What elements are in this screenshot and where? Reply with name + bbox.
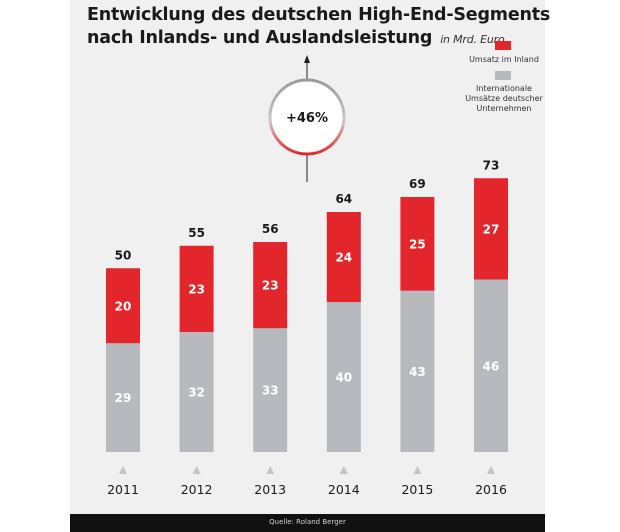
year-marker-2016: [487, 466, 495, 474]
bar-inland-2016: [474, 178, 508, 280]
value-label-international-2013: 33: [262, 384, 279, 398]
growth-badge: [268, 78, 346, 156]
value-label-international-2014: 40: [335, 371, 352, 385]
chart-title: Entwicklung des deutschen High-End-Segme…: [87, 5, 551, 25]
legend-label-international-line-1: Internationale: [476, 84, 532, 93]
value-label-international-2012: 32: [188, 386, 205, 400]
bar-inland-2012: [179, 245, 214, 332]
footer-bar: Quelle: Roland Berger: [70, 514, 545, 532]
value-label-inland-2012: 23: [188, 282, 205, 296]
value-label-inland-2015: 25: [409, 237, 426, 251]
chart-title-line2-text: nach Inlands- und Auslandsleistung: [87, 28, 433, 48]
bar-inland-2013: [253, 242, 288, 329]
value-label-inland-2014: 24: [335, 251, 352, 265]
bar-international-2014: [326, 302, 361, 452]
source-note: Quelle: Roland Berger: [269, 518, 346, 526]
value-label-international-2011: 29: [115, 391, 132, 405]
legend-label-inland: Umsatz im Inland: [469, 55, 539, 64]
x-tick-label-2011: 2011: [107, 482, 139, 497]
bar-international-2016: [474, 279, 508, 452]
total-label-2016: 73: [483, 158, 500, 172]
growth-arrow-head: [304, 55, 310, 63]
year-marker-2011: [119, 466, 127, 474]
total-label-2013: 56: [262, 222, 279, 236]
legend-swatch-inland: [495, 41, 511, 50]
total-label-2015: 69: [409, 177, 426, 191]
value-label-inland-2016: 27: [483, 222, 500, 236]
bar-international-2011: [106, 343, 140, 452]
x-tick-label-2012: 2012: [181, 482, 213, 497]
value-label-international-2016: 46: [483, 359, 500, 373]
legend-label-international-line-3: Unternehmen: [476, 104, 532, 113]
x-tick-label-2016: 2016: [475, 482, 507, 497]
year-marker-2014: [339, 466, 348, 474]
chart-title-line2: nach Inlands- und Auslandsleistung in Mrd…: [87, 28, 505, 48]
bar-international-2013: [253, 328, 288, 452]
chart-plot: +46% 29 20 50 2011 32 23 55 2012 33 23 56 2013 40 24 6…: [106, 55, 508, 497]
total-label-2014: 64: [335, 192, 352, 206]
bar-inland-2011: [106, 268, 140, 344]
legend-label-international-line-2: Umsätze deutscher: [465, 94, 543, 103]
value-label-international-2015: 43: [409, 365, 426, 379]
value-label-inland-2013: 23: [262, 279, 279, 293]
bar-international-2012: [179, 332, 214, 452]
year-marker-2012: [192, 466, 201, 474]
bar-inland-2015: [400, 197, 435, 291]
x-tick-label-2014: 2014: [328, 482, 360, 497]
total-label-2012: 55: [188, 226, 205, 240]
bar-group: 29 20 50 2011 32 23 55 2012 33 23 56 2013 40 24 64 2014…: [106, 158, 508, 497]
value-label-inland-2011: 20: [115, 299, 132, 313]
bar-inland-2014: [326, 212, 361, 302]
legend-label-international: Internationale Umsätze deutscher Unterne…: [458, 84, 550, 114]
year-marker-2015: [413, 466, 422, 474]
unit-label: in Mrd. Euro: [440, 33, 505, 46]
legend-swatch-international: [495, 71, 511, 80]
x-tick-label-2013: 2013: [254, 482, 286, 497]
bar-international-2015: [400, 290, 435, 452]
year-marker-2013: [266, 466, 275, 474]
x-tick-label-2015: 2015: [401, 482, 433, 497]
growth-annotation: +46%: [286, 111, 328, 126]
total-label-2011: 50: [115, 248, 132, 262]
